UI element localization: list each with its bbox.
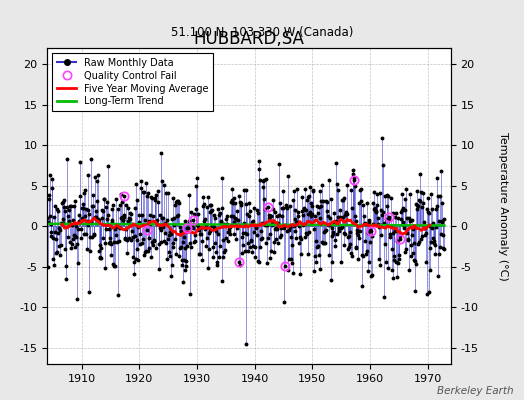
- Y-axis label: Temperature Anomaly (°C): Temperature Anomaly (°C): [498, 132, 508, 280]
- Title: HUBBARD,SA: HUBBARD,SA: [193, 30, 304, 48]
- Legend: Raw Monthly Data, Quality Control Fail, Five Year Moving Average, Long-Term Tren: Raw Monthly Data, Quality Control Fail, …: [52, 53, 213, 111]
- Text: 51.100 N, 103.330 W (Canada): 51.100 N, 103.330 W (Canada): [171, 26, 353, 39]
- Text: Berkeley Earth: Berkeley Earth: [437, 386, 514, 396]
